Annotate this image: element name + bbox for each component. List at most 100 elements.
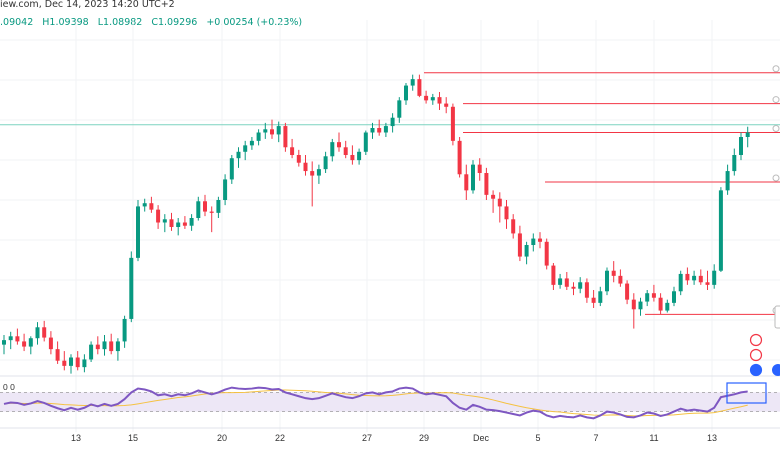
- candle-body: [390, 117, 395, 127]
- level-handle: [772, 65, 780, 73]
- x-tick-label: 15: [128, 433, 138, 443]
- chart-source: iew.com,: [0, 0, 42, 10]
- candle-body: [631, 299, 636, 310]
- candle-body: [484, 173, 489, 195]
- candle: [739, 132, 743, 161]
- candle-body: [417, 79, 422, 96]
- candle: [290, 138, 295, 159]
- candle: [444, 97, 449, 114]
- candle: [209, 206, 214, 233]
- event-icons: [749, 305, 780, 377]
- candle: [310, 161, 315, 207]
- candle: [149, 196, 154, 213]
- x-tick-label: 22: [275, 433, 285, 443]
- candle: [169, 212, 174, 231]
- side-panel-tab: [774, 305, 780, 329]
- candle-body: [491, 194, 496, 199]
- candle-body: [229, 158, 234, 180]
- candle: [196, 196, 201, 221]
- candle: [8, 331, 13, 350]
- candle-body: [303, 162, 308, 172]
- candle-body: [692, 275, 697, 281]
- candle-body: [618, 275, 623, 284]
- candle-body: [323, 156, 328, 170]
- candle-body: [109, 341, 114, 352]
- candle: [564, 272, 569, 290]
- candle: [538, 232, 542, 249]
- candle-body: [243, 145, 248, 152]
- candle-body: [511, 219, 516, 234]
- candle: [457, 137, 462, 178]
- candle-body: [196, 201, 201, 218]
- candle-body: [745, 132, 750, 137]
- candle: [35, 322, 40, 345]
- candle: [223, 174, 228, 206]
- candle-body: [538, 238, 542, 242]
- candle-body: [330, 142, 335, 157]
- candle: [397, 97, 402, 123]
- candle: [531, 233, 536, 252]
- candle: [484, 167, 489, 200]
- candle: [718, 187, 723, 272]
- candle: [578, 277, 583, 294]
- candle-body: [129, 257, 134, 319]
- candle-body: [531, 238, 536, 245]
- candle-body: [404, 85, 408, 101]
- candle: [410, 74, 415, 91]
- x-tick-label: 11: [649, 433, 658, 443]
- candle: [236, 147, 241, 168]
- candle: [404, 83, 408, 105]
- candle: [377, 119, 382, 136]
- candle: [390, 113, 395, 133]
- candle: [471, 160, 475, 194]
- candle-body: [82, 359, 87, 368]
- level-handle: [772, 174, 780, 182]
- candle-body: [658, 297, 663, 311]
- ohlc-readout: .09042 H1.09398 L1.08982 C1.09296 +0.002…: [0, 17, 308, 28]
- rsi-highlight-box: [726, 382, 767, 404]
- candle-body: [316, 169, 321, 176]
- candle: [450, 103, 455, 146]
- candle-body: [444, 103, 449, 107]
- candle-body: [571, 286, 576, 289]
- candle: [504, 200, 509, 229]
- x-tick-label: 20: [217, 433, 227, 443]
- candle-body: [397, 100, 402, 118]
- candle: [598, 286, 603, 307]
- horizontal-levels: [0, 65, 780, 315]
- candle: [605, 267, 609, 296]
- candle: [698, 269, 703, 285]
- candle-body: [249, 140, 254, 146]
- ohlc-high: H1.09398: [42, 17, 89, 28]
- candle-body: [8, 336, 13, 341]
- candle: [611, 261, 616, 283]
- price-grid: [0, 20, 780, 432]
- candle-body: [343, 147, 348, 155]
- candle: [558, 273, 563, 289]
- candle-body: [276, 126, 281, 135]
- candle-body: [578, 282, 583, 289]
- candle: [109, 333, 114, 355]
- candle: [22, 333, 27, 352]
- candle-body: [718, 190, 723, 271]
- candle: [745, 126, 750, 148]
- candle: [363, 130, 368, 155]
- candle-body: [544, 241, 549, 266]
- candle-body: [216, 200, 221, 213]
- level-handle: [772, 96, 780, 104]
- candle: [62, 351, 67, 371]
- candle: [692, 270, 697, 285]
- x-axis: 13 15 20 22 27 29 Dec 5 7 11 13: [0, 427, 780, 443]
- candle-body: [2, 340, 6, 345]
- candle: [511, 214, 516, 239]
- candle: [283, 122, 288, 152]
- candle: [571, 282, 576, 296]
- ohlc-change: +0.00254 (+0.23%): [206, 17, 303, 28]
- candle: [330, 138, 335, 162]
- candle: [28, 336, 33, 355]
- candle: [95, 336, 100, 355]
- candle-body: [450, 106, 455, 141]
- candle: [42, 320, 47, 342]
- candle-body: [363, 132, 368, 152]
